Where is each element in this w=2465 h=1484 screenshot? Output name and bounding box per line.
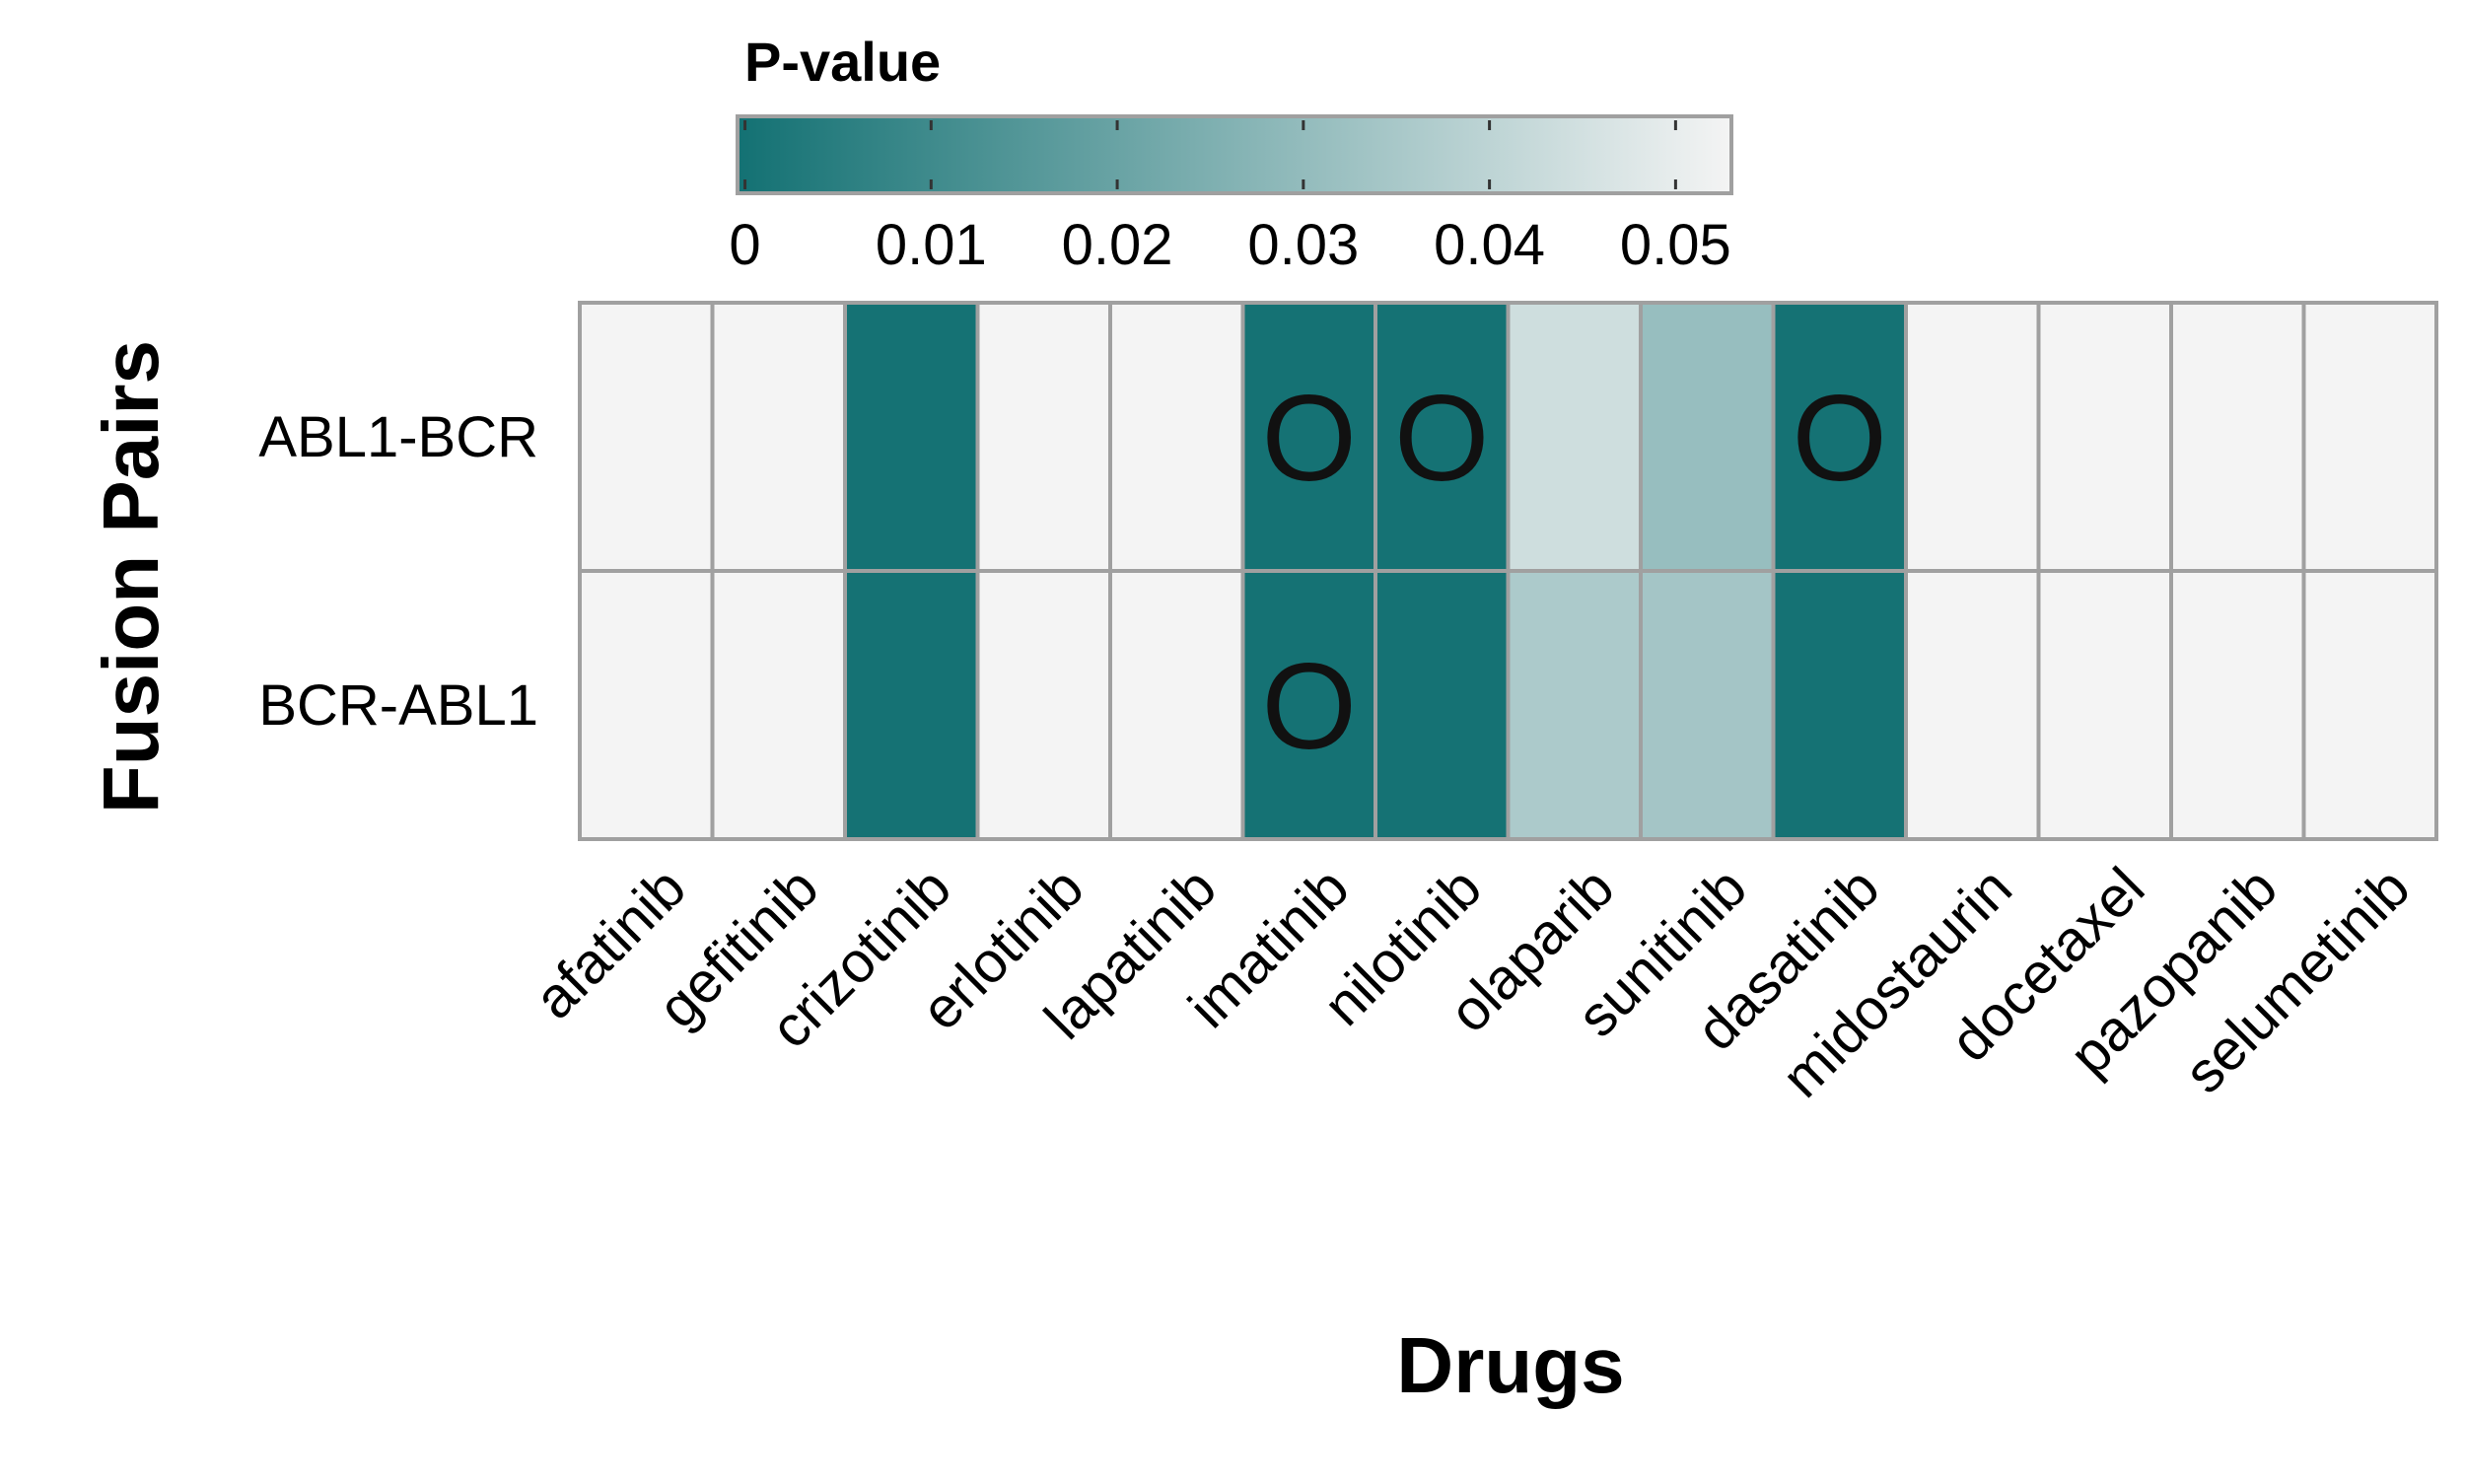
colorbar-tick-label: 0.03 [1247, 213, 1359, 277]
heatmap-cell [1240, 301, 1377, 573]
heatmap-cell [975, 301, 1112, 573]
heatmap-cell [975, 569, 1112, 841]
significance-marker: O [1793, 371, 1887, 507]
heatmap-cell [2169, 569, 2306, 841]
heatmap-cell [1639, 569, 1776, 841]
heatmap-cell [1240, 569, 1377, 841]
heatmap-cell [1373, 569, 1511, 841]
colorbar-tick-label: 0 [729, 213, 760, 277]
heatmap-cell [1771, 569, 1908, 841]
colorbar-tick-label: 0.01 [876, 213, 987, 277]
colorbar-gradient [736, 114, 1733, 195]
colorbar-tick-label: 0.05 [1620, 213, 1731, 277]
colorbar-tick-label: 0.04 [1434, 213, 1545, 277]
row-label: ABL1-BCR [258, 405, 538, 469]
heatmap-cell [1506, 301, 1643, 573]
x-axis-title: Drugs [1396, 1321, 1624, 1409]
heatmap-cell [1108, 301, 1245, 573]
heatmap-cell [1108, 569, 1245, 841]
heatmap-cell [2301, 569, 2438, 841]
heatmap-cell [578, 301, 715, 573]
heatmap-cell [2301, 301, 2438, 573]
colorbar: 0 0.01 0.02 0.03 0.04 0.05 [729, 114, 1733, 277]
heatmap-grid: O O OOABL1-BCRBCR-ABL1afatinibgefitinibcri… [258, 301, 2438, 1110]
heatmap-cell [1506, 569, 1643, 841]
heatmap-cell [1639, 301, 1776, 573]
colorbar-title: P-value [744, 31, 941, 93]
heatmap-cell [710, 569, 847, 841]
significance-marker: O [1262, 371, 1357, 507]
y-axis-title: Fusion Pairs [87, 340, 175, 813]
heatmap-cell [1904, 301, 2041, 573]
heatmap-cell [2036, 569, 2173, 841]
heatmap-cell [1373, 301, 1511, 573]
significance-marker: O [1394, 371, 1489, 507]
heatmap-cell [843, 301, 980, 573]
heatmap-cell [2169, 301, 2306, 573]
heatmap-cell [710, 301, 847, 573]
significance-marker: O [1262, 639, 1357, 775]
row-label: BCR-ABL1 [258, 673, 538, 738]
heatmap-cell [578, 569, 715, 841]
heatmap-cell [843, 569, 980, 841]
heatmap-cell [2036, 301, 2173, 573]
colorbar-tick-label: 0.02 [1062, 213, 1173, 277]
heatmap-cell [1904, 569, 2041, 841]
